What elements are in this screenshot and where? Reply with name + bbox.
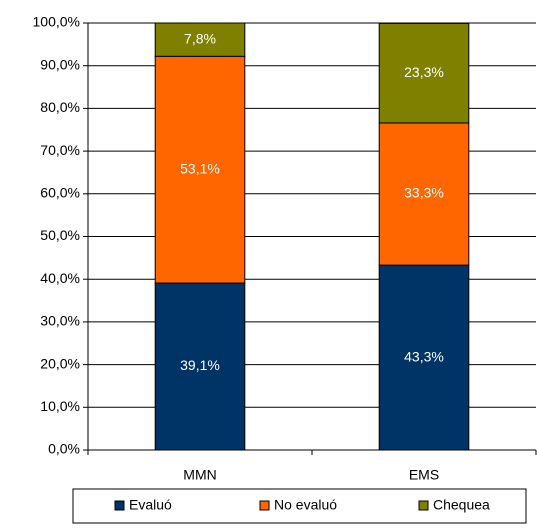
legend-swatch — [418, 500, 429, 511]
bar-segment — [378, 22, 470, 124]
value-label: 7,8% — [184, 30, 216, 46]
legend-label: Chequea — [433, 497, 490, 513]
value-label: 43,3% — [404, 348, 444, 364]
y-tick-label: 60,0% — [40, 185, 80, 201]
y-tick-label: 100,0% — [33, 14, 80, 30]
legend-swatch — [114, 500, 125, 511]
y-tick-label: 80,0% — [40, 99, 80, 115]
y-tick-label: 90,0% — [40, 56, 80, 72]
legend-swatch — [259, 500, 270, 511]
value-label: 39,1% — [180, 357, 220, 373]
y-tick-label: 40,0% — [40, 270, 80, 286]
x-tick-label: EMS — [409, 467, 439, 483]
bar-segment — [154, 22, 246, 57]
y-tick-label: 10,0% — [40, 398, 80, 414]
y-tick-label: 70,0% — [40, 142, 80, 158]
legend-label: Evaluó — [129, 497, 172, 513]
y-tick-label: 0,0% — [48, 441, 80, 457]
y-tick-label: 50,0% — [40, 227, 80, 243]
x-tick-label: MMN — [183, 467, 216, 483]
bar-segment — [378, 264, 470, 451]
value-label: 53,1% — [180, 160, 220, 176]
legend-box — [72, 488, 527, 524]
legend-label: No evaluó — [274, 497, 337, 513]
y-tick-label: 30,0% — [40, 313, 80, 329]
y-tick-label: 20,0% — [40, 355, 80, 371]
value-label: 33,3% — [404, 185, 444, 201]
value-label: 23,3% — [404, 64, 444, 80]
bar-segment — [154, 282, 246, 451]
bar-segment — [154, 55, 246, 284]
bar-segment — [378, 122, 470, 266]
